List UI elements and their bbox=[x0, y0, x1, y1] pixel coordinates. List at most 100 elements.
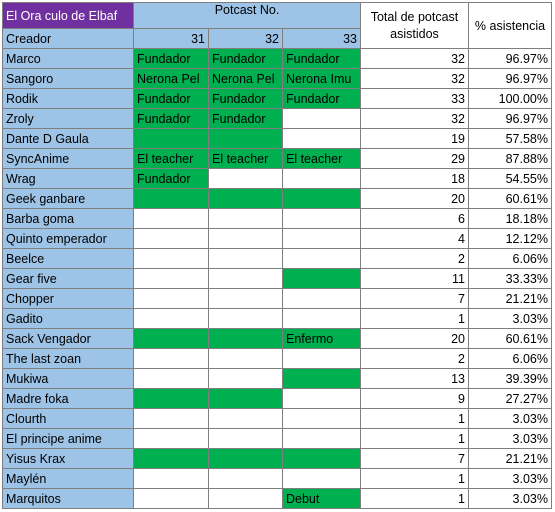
data-row: SyncAnime El teacher El teacher El teacher 2… bbox=[2, 148, 552, 169]
attendance-cell bbox=[282, 188, 361, 209]
attendance-percent: 3.03% bbox=[468, 488, 552, 509]
attendance-cell bbox=[133, 288, 209, 309]
attendance-percent: 12.12% bbox=[468, 228, 552, 249]
attendance-cell bbox=[208, 128, 283, 149]
total-count: 7 bbox=[360, 288, 469, 309]
attendance-cell bbox=[282, 408, 361, 429]
attendance-cell: Nerona Imu bbox=[282, 68, 361, 89]
attendance-cell bbox=[208, 468, 283, 489]
attendance-cell bbox=[282, 468, 361, 489]
total-count: 33 bbox=[360, 88, 469, 109]
attendance-cell bbox=[208, 448, 283, 469]
creator-name: Zroly bbox=[2, 108, 134, 129]
total-count: 18 bbox=[360, 168, 469, 189]
data-row: Marco Fundador Fundador Fundador 32 96.97% bbox=[2, 48, 552, 69]
total-count: 32 bbox=[360, 68, 469, 89]
percent-label: % asistencia bbox=[468, 2, 552, 49]
creator-name: Gear five bbox=[2, 268, 134, 289]
attendance-cell bbox=[208, 168, 283, 189]
attendance-cell: Nerona Pel bbox=[133, 68, 209, 89]
attendance-cell bbox=[208, 208, 283, 229]
attendance-cell bbox=[282, 388, 361, 409]
attendance-cell: Nerona Pel bbox=[208, 68, 283, 89]
attendance-cell bbox=[133, 308, 209, 329]
episode-number: 32 bbox=[208, 28, 283, 49]
total-count: 20 bbox=[360, 328, 469, 349]
attendance-cell bbox=[282, 128, 361, 149]
attendance-percent: 6.06% bbox=[468, 248, 552, 269]
attendance-percent: 96.97% bbox=[468, 68, 552, 89]
data-row: Yisus Krax 7 21.21% bbox=[2, 448, 552, 469]
data-row: Gadito 1 3.03% bbox=[2, 308, 552, 329]
data-row: Gear five 11 33.33% bbox=[2, 268, 552, 289]
total-count: 1 bbox=[360, 428, 469, 449]
attendance-cell bbox=[133, 328, 209, 349]
total-count: 11 bbox=[360, 268, 469, 289]
attendance-percent: 33.33% bbox=[468, 268, 552, 289]
creator-name: Barba goma bbox=[2, 208, 134, 229]
attendance-percent: 57.58% bbox=[468, 128, 552, 149]
episode-number: 31 bbox=[133, 28, 209, 49]
attendance-cell bbox=[133, 128, 209, 149]
attendance-cell: Fundador bbox=[208, 48, 283, 69]
attendance-cell bbox=[282, 308, 361, 329]
total-count: 20 bbox=[360, 188, 469, 209]
attendance-percent: 60.61% bbox=[468, 188, 552, 209]
attendance-percent: 3.03% bbox=[468, 308, 552, 329]
creator-name: Rodik bbox=[2, 88, 134, 109]
attendance-cell: Fundador bbox=[208, 108, 283, 129]
attendance-cell bbox=[282, 428, 361, 449]
attendance-cell: Fundador bbox=[282, 88, 361, 109]
attendance-cell bbox=[208, 188, 283, 209]
attendance-cell bbox=[208, 248, 283, 269]
attendance-percent: 27.27% bbox=[468, 388, 552, 409]
attendance-cell bbox=[133, 188, 209, 209]
attendance-percent: 3.03% bbox=[468, 408, 552, 429]
total-count: 1 bbox=[360, 308, 469, 329]
creator-name: Beelce bbox=[2, 248, 134, 269]
data-row: Barba goma 6 18.18% bbox=[2, 208, 552, 229]
attendance-cell bbox=[133, 268, 209, 289]
total-count: 7 bbox=[360, 448, 469, 469]
attendance-cell: Enfermo bbox=[282, 328, 361, 349]
total-count: 1 bbox=[360, 408, 469, 429]
data-row: Madre foka 9 27.27% bbox=[2, 388, 552, 409]
creator-name: Gadito bbox=[2, 308, 134, 329]
creator-name: The last zoan bbox=[2, 348, 134, 369]
attendance-cell: Fundador bbox=[133, 168, 209, 189]
attendance-cell bbox=[208, 348, 283, 369]
creator-name: Sack Vengador bbox=[2, 328, 134, 349]
attendance-percent: 6.06% bbox=[468, 348, 552, 369]
total-count: 4 bbox=[360, 228, 469, 249]
attendance-percent: 96.97% bbox=[468, 108, 552, 129]
attendance-cell: Fundador bbox=[282, 48, 361, 69]
attendance-cell: El teacher bbox=[282, 148, 361, 169]
data-row: Wrag Fundador 18 54.55% bbox=[2, 168, 552, 189]
creator-name: Marco bbox=[2, 48, 134, 69]
attendance-cell: Fundador bbox=[133, 48, 209, 69]
data-row: Sack Vengador Enfermo 20 60.61% bbox=[2, 328, 552, 349]
attendance-cell bbox=[208, 308, 283, 329]
data-row: Dante D Gaula 19 57.58% bbox=[2, 128, 552, 149]
data-row: Rodik Fundador Fundador Fundador 33 100.00% bbox=[2, 88, 552, 109]
attendance-cell bbox=[208, 388, 283, 409]
attendance-cell bbox=[282, 348, 361, 369]
creator-name: Wrag bbox=[2, 168, 134, 189]
attendance-percent: 100.00% bbox=[468, 88, 552, 109]
data-row: Chopper 7 21.21% bbox=[2, 288, 552, 309]
attendance-cell bbox=[208, 428, 283, 449]
data-row: El principe anime 1 3.03% bbox=[2, 428, 552, 449]
data-row: Zroly Fundador Fundador 32 96.97% bbox=[2, 108, 552, 129]
attendance-percent: 3.03% bbox=[468, 468, 552, 489]
attendance-cell: Fundador bbox=[133, 108, 209, 129]
data-row: The last zoan 2 6.06% bbox=[2, 348, 552, 369]
header-row: El Ora culo de Elbaf Potcast No. Total d… bbox=[2, 2, 552, 49]
creator-label: Creador bbox=[2, 28, 134, 49]
attendance-cell bbox=[208, 328, 283, 349]
attendance-cell bbox=[282, 228, 361, 249]
attendance-cell bbox=[133, 388, 209, 409]
total-count: 13 bbox=[360, 368, 469, 389]
creator-name: El principe anime bbox=[2, 428, 134, 449]
creator-name: Sangoro bbox=[2, 68, 134, 89]
data-row: Quinto emperador 4 12.12% bbox=[2, 228, 552, 249]
